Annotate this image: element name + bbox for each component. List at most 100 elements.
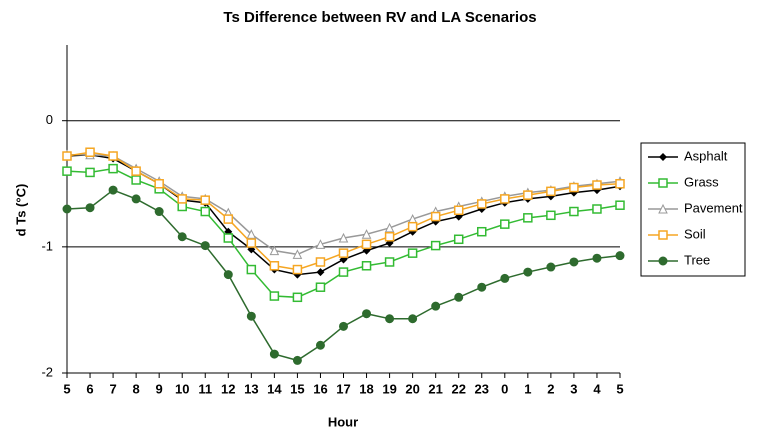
marker xyxy=(269,245,280,256)
x-tick-label: 1 xyxy=(524,381,531,396)
marker xyxy=(407,213,418,224)
marker xyxy=(615,251,625,261)
marker xyxy=(384,222,395,233)
marker xyxy=(177,232,187,242)
x-tick-label: 20 xyxy=(405,381,419,396)
legend-label: Tree xyxy=(684,252,710,267)
marker xyxy=(223,233,234,243)
x-tick-label: 8 xyxy=(133,381,140,396)
marker xyxy=(592,204,602,214)
x-tick-label: 19 xyxy=(382,381,396,396)
marker xyxy=(592,253,602,263)
marker xyxy=(292,264,303,275)
x-tick-label: 6 xyxy=(86,381,93,396)
x-tick-label: 17 xyxy=(336,381,350,396)
marker xyxy=(407,248,418,258)
marker xyxy=(546,262,556,272)
y-tick-label: -2 xyxy=(41,364,53,379)
marker xyxy=(108,185,118,195)
marker xyxy=(200,206,210,217)
marker xyxy=(523,190,533,200)
x-tick-label: 14 xyxy=(267,381,282,396)
marker xyxy=(361,229,372,239)
x-tick-label: 5 xyxy=(616,381,623,396)
x-tick-label: 11 xyxy=(198,381,212,396)
marker xyxy=(477,282,487,292)
marker xyxy=(659,153,667,161)
marker xyxy=(154,207,164,217)
marker xyxy=(131,194,141,204)
marker xyxy=(477,226,487,237)
marker xyxy=(454,292,464,302)
x-tick-label: 7 xyxy=(109,381,116,396)
marker xyxy=(361,261,372,271)
x-tick-label: 3 xyxy=(570,381,577,396)
marker xyxy=(658,230,668,240)
x-tick-label: 5 xyxy=(63,381,70,396)
x-tick-label: 4 xyxy=(593,381,601,396)
marker xyxy=(315,257,326,267)
marker xyxy=(384,232,395,242)
marker xyxy=(108,163,118,174)
marker xyxy=(361,239,372,250)
x-tick-label: 18 xyxy=(359,381,373,396)
marker xyxy=(292,249,303,259)
x-tick-label: 12 xyxy=(221,381,235,396)
marker xyxy=(269,349,279,359)
marker xyxy=(658,203,668,214)
x-tick-label: 23 xyxy=(475,381,489,396)
marker xyxy=(246,264,257,275)
marker xyxy=(523,213,533,223)
marker xyxy=(500,194,510,204)
marker xyxy=(430,240,441,251)
marker xyxy=(500,219,510,229)
marker xyxy=(315,239,326,249)
marker xyxy=(658,256,668,266)
marker xyxy=(500,273,510,283)
y-tick-label: -1 xyxy=(41,238,53,253)
marker xyxy=(223,214,234,224)
marker xyxy=(62,151,72,161)
x-tick-label: 16 xyxy=(313,381,327,396)
marker xyxy=(131,166,141,176)
marker xyxy=(407,221,418,232)
x-tick-label: 22 xyxy=(451,381,465,396)
marker xyxy=(453,234,464,245)
marker xyxy=(246,229,257,239)
x-axis-title: Hour xyxy=(328,414,358,429)
x-tick-label: 0 xyxy=(501,381,508,396)
marker xyxy=(269,261,280,271)
marker xyxy=(223,270,233,280)
chart-title: Ts Difference between RV and LA Scenario… xyxy=(223,9,536,26)
marker xyxy=(338,248,349,258)
marker xyxy=(615,179,625,189)
marker xyxy=(292,355,302,365)
marker xyxy=(62,166,72,176)
marker xyxy=(658,178,668,188)
marker xyxy=(200,241,210,251)
marker xyxy=(385,314,395,324)
legend-label: Asphalt xyxy=(684,148,728,163)
y-tick-label: 0 xyxy=(46,112,53,127)
marker xyxy=(546,210,556,221)
marker xyxy=(384,257,395,267)
marker xyxy=(362,309,372,319)
x-tick-label: 2 xyxy=(547,381,554,396)
marker xyxy=(431,301,441,311)
x-tick-label: 9 xyxy=(156,381,163,396)
marker xyxy=(108,151,118,161)
legend-label: Pavement xyxy=(684,200,743,215)
x-tick-label: 10 xyxy=(175,381,189,396)
marker xyxy=(315,282,326,292)
marker xyxy=(85,203,95,213)
marker xyxy=(569,182,579,193)
marker xyxy=(477,199,487,209)
marker xyxy=(523,267,533,277)
legend-label: Grass xyxy=(684,174,719,189)
marker xyxy=(315,340,325,350)
marker xyxy=(338,232,349,243)
marker xyxy=(569,206,579,217)
marker xyxy=(131,175,141,185)
marker xyxy=(154,179,164,189)
marker xyxy=(62,204,72,214)
